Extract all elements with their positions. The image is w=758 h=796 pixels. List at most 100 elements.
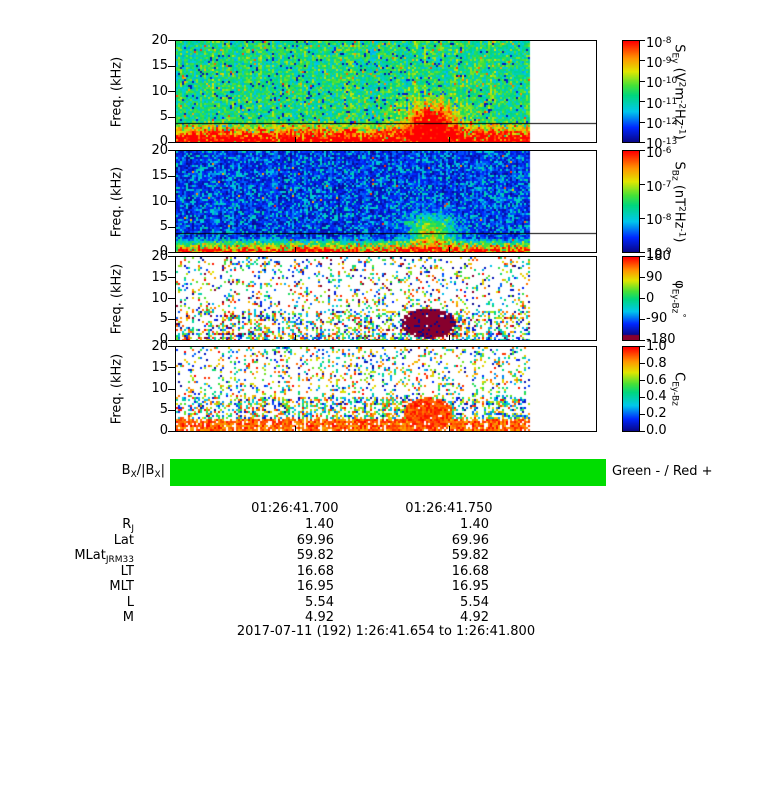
colorbar-tick-label: 0.4: [646, 389, 667, 405]
ephemeris-value: 69.96: [451, 533, 489, 548]
plot-frame: [175, 40, 597, 143]
colorbar-frame: [622, 40, 640, 143]
ephemeris-value: 59.82: [451, 548, 489, 563]
y-tick-mark: [168, 346, 175, 347]
spectrogram-canvas: [176, 257, 596, 340]
y-tick-label: 10: [151, 193, 168, 209]
colorbar-tick-mark: [640, 277, 645, 278]
panel-s-ey: Freq. (kHz) SEy (V2m-2Hz-1) 20 15 10 5 0 10-8…: [0, 34, 758, 151]
colorbar-frame: [622, 346, 640, 432]
y-tick-mark: [168, 277, 175, 278]
y-tick-label: 0: [159, 244, 168, 259]
colorbar-tick-label: 10-8: [646, 213, 672, 229]
time-tick-label: 01:26:41.700: [251, 501, 339, 516]
colorbar-tick-label: 0.8: [646, 355, 667, 371]
y-tick-mark: [168, 367, 175, 368]
y-axis-label: Freq. (kHz): [109, 166, 125, 237]
y-tick-mark: [168, 431, 175, 432]
colorbar-tick-mark: [640, 81, 645, 82]
y-axis-label: Freq. (kHz): [109, 56, 125, 127]
ephemeris-label: L: [126, 595, 134, 610]
y-tick-mark: [168, 252, 175, 253]
colorbar-frame: [622, 150, 640, 253]
ephemeris-row: M 4.92 4.92: [0, 610, 758, 625]
colorbar-tick-mark: [640, 431, 645, 432]
ephemeris-value: 4.92: [305, 610, 334, 625]
colorbar-tick-mark: [640, 142, 645, 143]
panel-phase: Freq. (kHz) φEy-Bz° 20 15 10 5 0 180 90 0 -90 -18…: [0, 250, 758, 346]
y-tick-mark: [168, 340, 175, 341]
y-tick-label: 15: [151, 58, 168, 74]
y-tick-mark: [168, 66, 175, 67]
y-tick-label: 20: [151, 339, 168, 354]
colorbar-tick-label: 0.0: [646, 423, 667, 438]
colorbar-tick-label: 10-12: [646, 116, 678, 132]
y-tick-mark: [168, 389, 175, 390]
colorbar-canvas: [623, 347, 639, 431]
y-tick-mark: [168, 298, 175, 299]
colorbar-tick-label: 10-9: [646, 56, 672, 72]
y-tick-label: 5: [159, 311, 168, 327]
colorbar-tick-label: 10-9: [646, 247, 672, 262]
panel-coherence: Freq. (kHz) CEy-Bz 20 15 10 5 0 1.0 0.8 0.6 0.4 0…: [0, 340, 758, 437]
ephemeris-row: L 5.54 5.54: [0, 595, 758, 610]
x-tick-mark: [295, 137, 296, 142]
ephemeris-label: LT: [120, 564, 134, 579]
ephemeris-row: MLT 16.95 16.95: [0, 579, 758, 594]
colorbar-frame: [622, 256, 640, 341]
colorbar-tick-label: 10-8: [646, 36, 672, 51]
colorbar-tick-mark: [640, 218, 645, 219]
y-tick-label: 5: [159, 108, 168, 124]
y-tick-label: 15: [151, 360, 168, 375]
ephemeris-value: 16.68: [296, 564, 334, 579]
colorbar-tick-mark: [640, 340, 645, 341]
y-axis-label: Freq. (kHz): [109, 353, 125, 425]
panel-s-bz: Freq. (kHz) SBz (nT2Hz-1) 20 15 10 5 0 10-6 10…: [0, 144, 758, 261]
y-tick-mark: [168, 201, 175, 202]
x-tick-mark: [449, 426, 450, 431]
colorbar-tick-mark: [640, 122, 645, 123]
bx-bar: [170, 459, 606, 486]
colorbar-tick-label: 0.2: [646, 406, 667, 422]
colorbar-canvas: [623, 41, 639, 142]
y-tick-label: 20: [151, 143, 168, 158]
y-tick-label: 10: [151, 381, 168, 396]
y-tick-mark: [168, 227, 175, 228]
spectrogram-canvas: [176, 151, 596, 252]
y-tick-mark: [168, 142, 175, 143]
ephemeris-value: 5.54: [305, 595, 334, 610]
colorbar-tick-mark: [640, 414, 645, 415]
ephemeris-value: 16.95: [296, 579, 334, 594]
plot-frame: [175, 150, 597, 253]
colorbar-tick-mark: [640, 256, 645, 257]
ephemeris-label: MLT: [109, 579, 134, 594]
y-axis-label: Freq. (kHz): [109, 263, 125, 334]
colorbar-tick-label: 0.6: [646, 372, 667, 388]
ephemeris-row: Lat 69.96 69.96: [0, 533, 758, 548]
y-tick-label: 0: [159, 423, 168, 438]
x-tick-mark: [295, 335, 296, 340]
ephemeris-label: RJ: [122, 517, 134, 534]
y-tick-label: 20: [151, 249, 168, 264]
y-tick-label: 10: [151, 290, 168, 306]
colorbar-label: SBz (nT2Hz-1): [669, 161, 687, 242]
colorbar-tick-label: 10-13: [646, 137, 678, 152]
y-tick-label: 15: [151, 168, 168, 184]
colorbar-tick-mark: [640, 184, 645, 185]
spectrogram-canvas: [176, 347, 596, 431]
x-tick-mark: [295, 247, 296, 252]
y-tick-mark: [168, 319, 175, 320]
ephemeris-value: 4.92: [460, 610, 489, 625]
ephemeris-value: 5.54: [460, 595, 489, 610]
colorbar-tick-label: 10-7: [646, 179, 672, 195]
plot-frame: [175, 346, 597, 432]
y-tick-label: 0: [159, 134, 168, 149]
y-tick-label: 10: [151, 83, 168, 99]
plot-frame: [175, 256, 597, 341]
y-tick-mark: [168, 256, 175, 257]
ephemeris-value: 69.96: [296, 533, 334, 548]
spectrogram-canvas: [176, 41, 596, 142]
colorbar-tick-label: 10-11: [646, 96, 678, 112]
colorbar-tick-mark: [640, 346, 645, 347]
